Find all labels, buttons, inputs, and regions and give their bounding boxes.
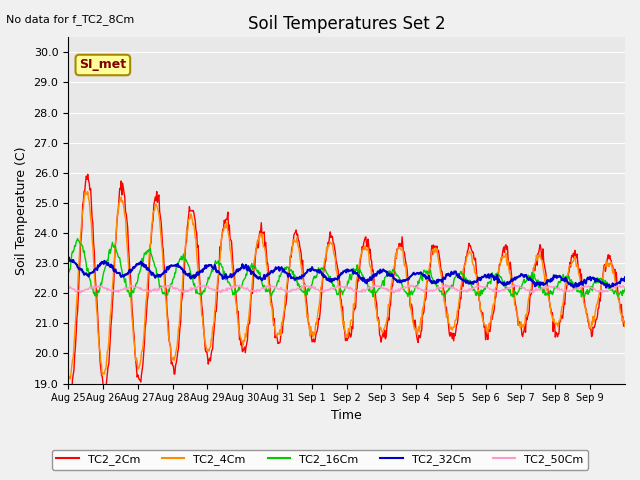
TC2_32Cm [131,265,138,271]
TC2_2Cm [282,302,290,308]
TC2_16Cm [260,283,268,288]
TC2_4Cm [82,189,90,194]
Line: TC2_4Cm: TC2_4Cm [68,192,625,381]
TC2_2Cm [436,264,444,270]
Title: Soil Temperatures Set 2: Soil Temperatures Set 2 [248,15,445,33]
TC2_50Cm [510,282,518,288]
Line: TC2_2Cm: TC2_2Cm [68,174,625,397]
TC2_16Cm [509,294,517,300]
TC2_16Cm [74,236,81,241]
TC2_2Cm [64,388,72,394]
TC2_2Cm [234,311,241,316]
Text: SI_met: SI_met [79,59,127,72]
X-axis label: Time: Time [332,409,362,422]
TC2_4Cm [131,339,138,345]
TC2_32Cm [621,275,629,280]
TC2_32Cm [233,267,241,273]
TC2_16Cm [405,290,413,296]
TC2_50Cm [621,285,629,290]
TC2_4Cm [436,265,444,271]
TC2_2Cm [84,171,92,177]
TC2_4Cm [260,244,268,250]
TC2_50Cm [260,286,268,292]
Line: TC2_50Cm: TC2_50Cm [68,285,625,293]
TC2_2Cm [65,394,73,400]
TC2_32Cm [260,272,268,278]
TC2_50Cm [130,284,138,289]
Text: No data for f_TC2_8Cm: No data for f_TC2_8Cm [6,13,134,24]
TC2_16Cm [64,271,72,276]
TC2_2Cm [131,350,139,356]
TC2_50Cm [281,288,289,293]
TC2_2Cm [261,244,269,250]
TC2_16Cm [621,286,629,292]
TC2_50Cm [436,285,444,290]
TC2_2Cm [406,289,413,295]
TC2_4Cm [233,304,241,310]
TC2_4Cm [405,290,413,296]
Y-axis label: Soil Temperature (C): Soil Temperature (C) [15,146,28,275]
TC2_50Cm [405,283,413,288]
TC2_4Cm [64,378,72,384]
TC2_16Cm [131,285,138,291]
Legend: TC2_2Cm, TC2_4Cm, TC2_16Cm, TC2_32Cm, TC2_50Cm: TC2_2Cm, TC2_4Cm, TC2_16Cm, TC2_32Cm, TC… [52,450,588,469]
TC2_32Cm [282,270,289,276]
TC2_32Cm [65,254,73,260]
TC2_32Cm [405,276,413,282]
TC2_16Cm [436,288,444,294]
TC2_4Cm [282,293,289,299]
TC2_50Cm [390,290,398,296]
TC2_50Cm [64,284,72,290]
TC2_16Cm [233,289,241,295]
TC2_16Cm [282,264,289,270]
TC2_32Cm [602,285,610,290]
TC2_32Cm [436,277,444,283]
TC2_2Cm [621,318,629,324]
Line: TC2_32Cm: TC2_32Cm [68,257,625,288]
Line: TC2_16Cm: TC2_16Cm [68,239,625,297]
TC2_50Cm [232,284,240,290]
TC2_4Cm [621,324,629,330]
TC2_32Cm [64,256,72,262]
